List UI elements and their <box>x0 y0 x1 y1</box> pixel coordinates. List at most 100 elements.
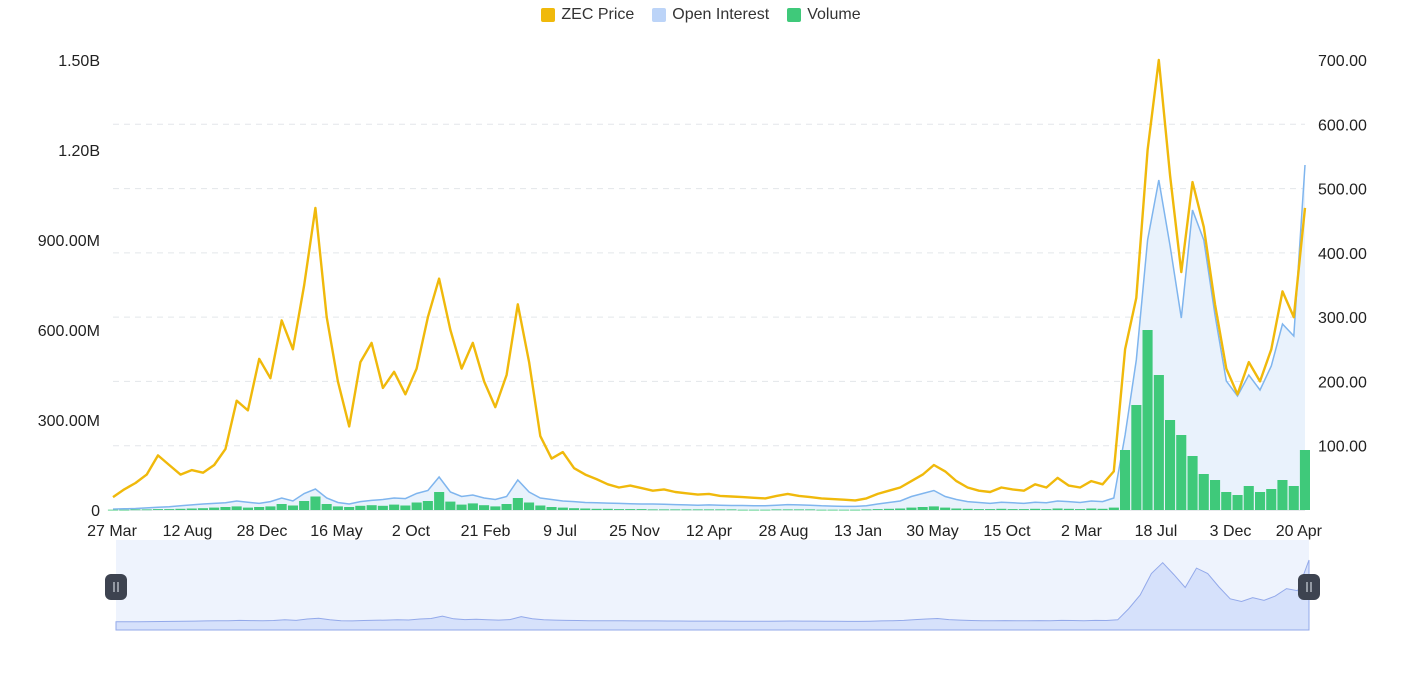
volume-bar <box>1131 405 1142 510</box>
legend-label-open-interest: Open Interest <box>672 6 770 23</box>
volume-bar <box>119 509 130 511</box>
volume-bar <box>917 507 928 510</box>
volume-bar <box>1198 474 1209 510</box>
volume-bar <box>838 509 849 511</box>
volume-bar <box>231 506 242 510</box>
range-navigator[interactable] <box>105 540 1320 631</box>
volume-bar <box>895 508 906 510</box>
volume-bar <box>107 509 118 511</box>
x-axis-tick-label: 3 Dec <box>1210 523 1252 540</box>
x-axis-tick-label: 9 Jul <box>543 523 577 540</box>
volume-bar <box>1288 486 1299 510</box>
volume-bar <box>793 509 804 511</box>
volume-bar <box>1176 435 1187 510</box>
navigator-handle-right[interactable] <box>1298 574 1320 600</box>
x-axis-tick-label: 2 Mar <box>1061 523 1103 540</box>
volume-bar <box>501 504 512 510</box>
volume-bar <box>636 509 647 510</box>
volume-bar <box>940 507 951 510</box>
x-axis-tick-label: 28 Dec <box>237 523 288 540</box>
x-axis-tick-label: 21 Feb <box>461 523 511 540</box>
left-axis-tick-label: 900.00M <box>38 233 100 250</box>
volume-bar <box>1030 508 1041 510</box>
x-axis-tick-label: 15 Oct <box>983 523 1031 540</box>
left-axis-tick-label: 600.00M <box>38 323 100 340</box>
x-axis-tick-label: 2 Oct <box>392 523 431 540</box>
volume-bar <box>850 509 861 511</box>
volume-bar <box>1097 508 1108 510</box>
right-axis-tick-label: 100.00 <box>1318 439 1367 456</box>
open-interest-line <box>112 164 1306 510</box>
legend-item-volume[interactable]: Volume <box>787 6 861 24</box>
left-axis-tick-label: 300.00M <box>38 413 100 430</box>
navigator-handle-left[interactable] <box>105 574 127 600</box>
volume-bar <box>906 507 917 510</box>
volume-bar <box>602 508 613 510</box>
left-axis-tick-label: 1.20B <box>58 143 100 160</box>
legend-label-zec-price: ZEC Price <box>561 6 635 23</box>
zec-price-line <box>112 58 1307 502</box>
volume-bar <box>692 509 703 511</box>
chart-legend: ZEC Price Open Interest Volume <box>0 6 1402 24</box>
volume-bar <box>411 502 422 510</box>
volume-bar <box>377 505 388 510</box>
volume-bar <box>1041 509 1052 510</box>
volume-bar <box>355 505 366 510</box>
navigator-background <box>116 540 1309 630</box>
volume-bar <box>951 508 962 510</box>
volume-bar <box>591 508 602 510</box>
x-axis-tick-label: 16 May <box>310 523 362 540</box>
volume-bar <box>242 507 253 510</box>
volume-bar <box>1108 507 1119 510</box>
legend-swatch-open-interest <box>652 8 667 22</box>
volume-bar <box>647 509 658 511</box>
volume-bar <box>1086 508 1097 510</box>
right-axis-tick-label: 300.00 <box>1318 310 1367 327</box>
volume-bar <box>512 498 523 510</box>
volume-bar <box>737 509 748 511</box>
volume-bar <box>164 509 175 510</box>
volume-bar <box>625 509 636 510</box>
right-axis-tick-label: 600.00 <box>1318 117 1367 134</box>
volume-bar <box>254 507 265 510</box>
volume-bar <box>1255 492 1266 510</box>
volume-bar <box>715 509 726 511</box>
volume-bar <box>827 509 838 511</box>
volume-bar <box>985 509 996 510</box>
volume-bar <box>659 509 670 511</box>
handle-body[interactable] <box>105 574 127 600</box>
volume-bar <box>580 508 591 510</box>
right-axis-tick-label: 400.00 <box>1318 246 1367 263</box>
volume-bar <box>771 509 782 511</box>
volume-bar <box>141 509 152 511</box>
legend-item-zec-price[interactable]: ZEC Price <box>541 6 634 24</box>
volume-bar <box>310 496 321 510</box>
legend-label-volume: Volume <box>807 6 861 23</box>
volume-bar <box>422 501 433 510</box>
volume-bar <box>479 505 490 510</box>
volume-bar <box>1052 508 1063 510</box>
volume-bar <box>299 501 310 510</box>
legend-item-open-interest[interactable]: Open Interest <box>652 6 769 24</box>
volume-bar <box>1153 375 1164 510</box>
right-axis-tick-label: 200.00 <box>1318 374 1367 391</box>
volume-bar <box>456 504 467 510</box>
volume-bar <box>614 509 625 510</box>
volume-bar <box>1266 489 1277 510</box>
volume-bar <box>726 509 737 511</box>
left-axis-tick-label: 0 <box>91 503 100 520</box>
volume-bar <box>557 507 568 510</box>
handle-body[interactable] <box>1298 574 1320 600</box>
volume-bar <box>287 505 298 510</box>
volume-bar <box>681 509 692 511</box>
volume-bar <box>1277 480 1288 510</box>
axes: 0 300.00M 600.00M 900.00M 1.20B 1.50B 100.00 20… <box>38 53 1367 540</box>
volume-bar <box>332 506 343 510</box>
volume-bar <box>220 507 231 510</box>
volume-bar <box>1187 456 1198 510</box>
volume-bar <box>861 509 872 511</box>
volume-bar <box>197 508 208 510</box>
volume-bar <box>1120 450 1131 510</box>
volume-bar <box>928 506 939 510</box>
volume-bar <box>962 508 973 510</box>
